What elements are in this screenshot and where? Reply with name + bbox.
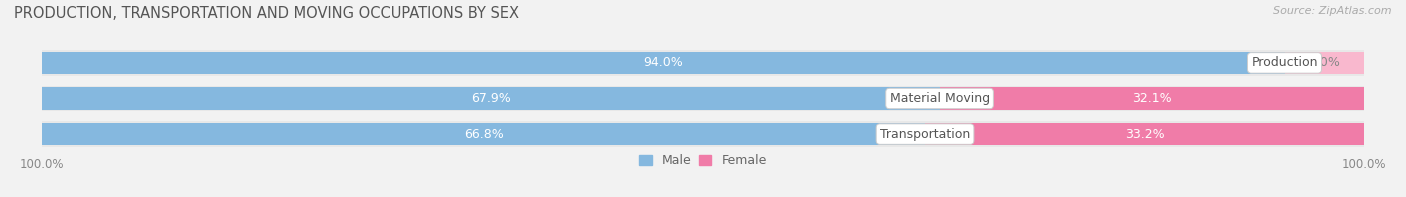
Text: 66.8%: 66.8% <box>464 128 503 141</box>
Text: 94.0%: 94.0% <box>644 56 683 69</box>
Text: 67.9%: 67.9% <box>471 92 510 105</box>
Text: PRODUCTION, TRANSPORTATION AND MOVING OCCUPATIONS BY SEX: PRODUCTION, TRANSPORTATION AND MOVING OC… <box>14 6 519 21</box>
Bar <box>42 121 1364 147</box>
Text: Material Moving: Material Moving <box>890 92 990 105</box>
Bar <box>42 87 939 110</box>
Text: 32.1%: 32.1% <box>1132 92 1171 105</box>
Text: 33.2%: 33.2% <box>1125 128 1164 141</box>
Bar <box>1285 52 1364 74</box>
Bar <box>42 86 1364 111</box>
Text: Production: Production <box>1251 56 1317 69</box>
Bar <box>42 50 1364 76</box>
Bar <box>42 123 925 145</box>
Text: Source: ZipAtlas.com: Source: ZipAtlas.com <box>1274 6 1392 16</box>
Text: 6.0%: 6.0% <box>1308 56 1340 69</box>
Bar <box>42 52 1285 74</box>
Legend: Male, Female: Male, Female <box>640 154 766 167</box>
Bar <box>925 123 1364 145</box>
Text: Transportation: Transportation <box>880 128 970 141</box>
Bar <box>939 87 1364 110</box>
